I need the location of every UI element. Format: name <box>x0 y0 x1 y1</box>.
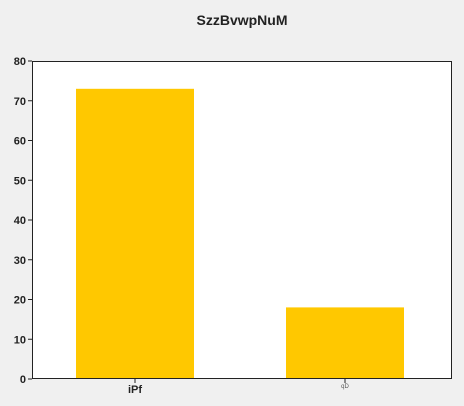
y-tick-label: 80 <box>14 56 26 68</box>
y-tick-label: 50 <box>14 175 26 187</box>
bar-qD <box>286 307 404 379</box>
y-tick-label: 40 <box>14 215 26 227</box>
chart-title: SzzBvwpNuM <box>197 12 288 28</box>
y-tick-label: 10 <box>14 334 26 346</box>
x-tick-label-qD: qD <box>341 384 349 390</box>
y-tick-label: 30 <box>14 255 26 267</box>
y-axis: 0 10 20 30 40 50 60 70 80 <box>14 56 32 386</box>
x-tick-label-iPf: iPf <box>128 384 142 396</box>
y-tick-label: 70 <box>14 96 26 108</box>
x-axis: iPf qD <box>128 379 350 396</box>
bars <box>76 88 404 380</box>
y-tick-label: 60 <box>14 136 26 148</box>
bar-iPf <box>76 88 194 380</box>
plot-frame <box>32 61 452 379</box>
y-tick-label: 0 <box>20 374 26 386</box>
y-tick-label: 20 <box>14 295 26 307</box>
